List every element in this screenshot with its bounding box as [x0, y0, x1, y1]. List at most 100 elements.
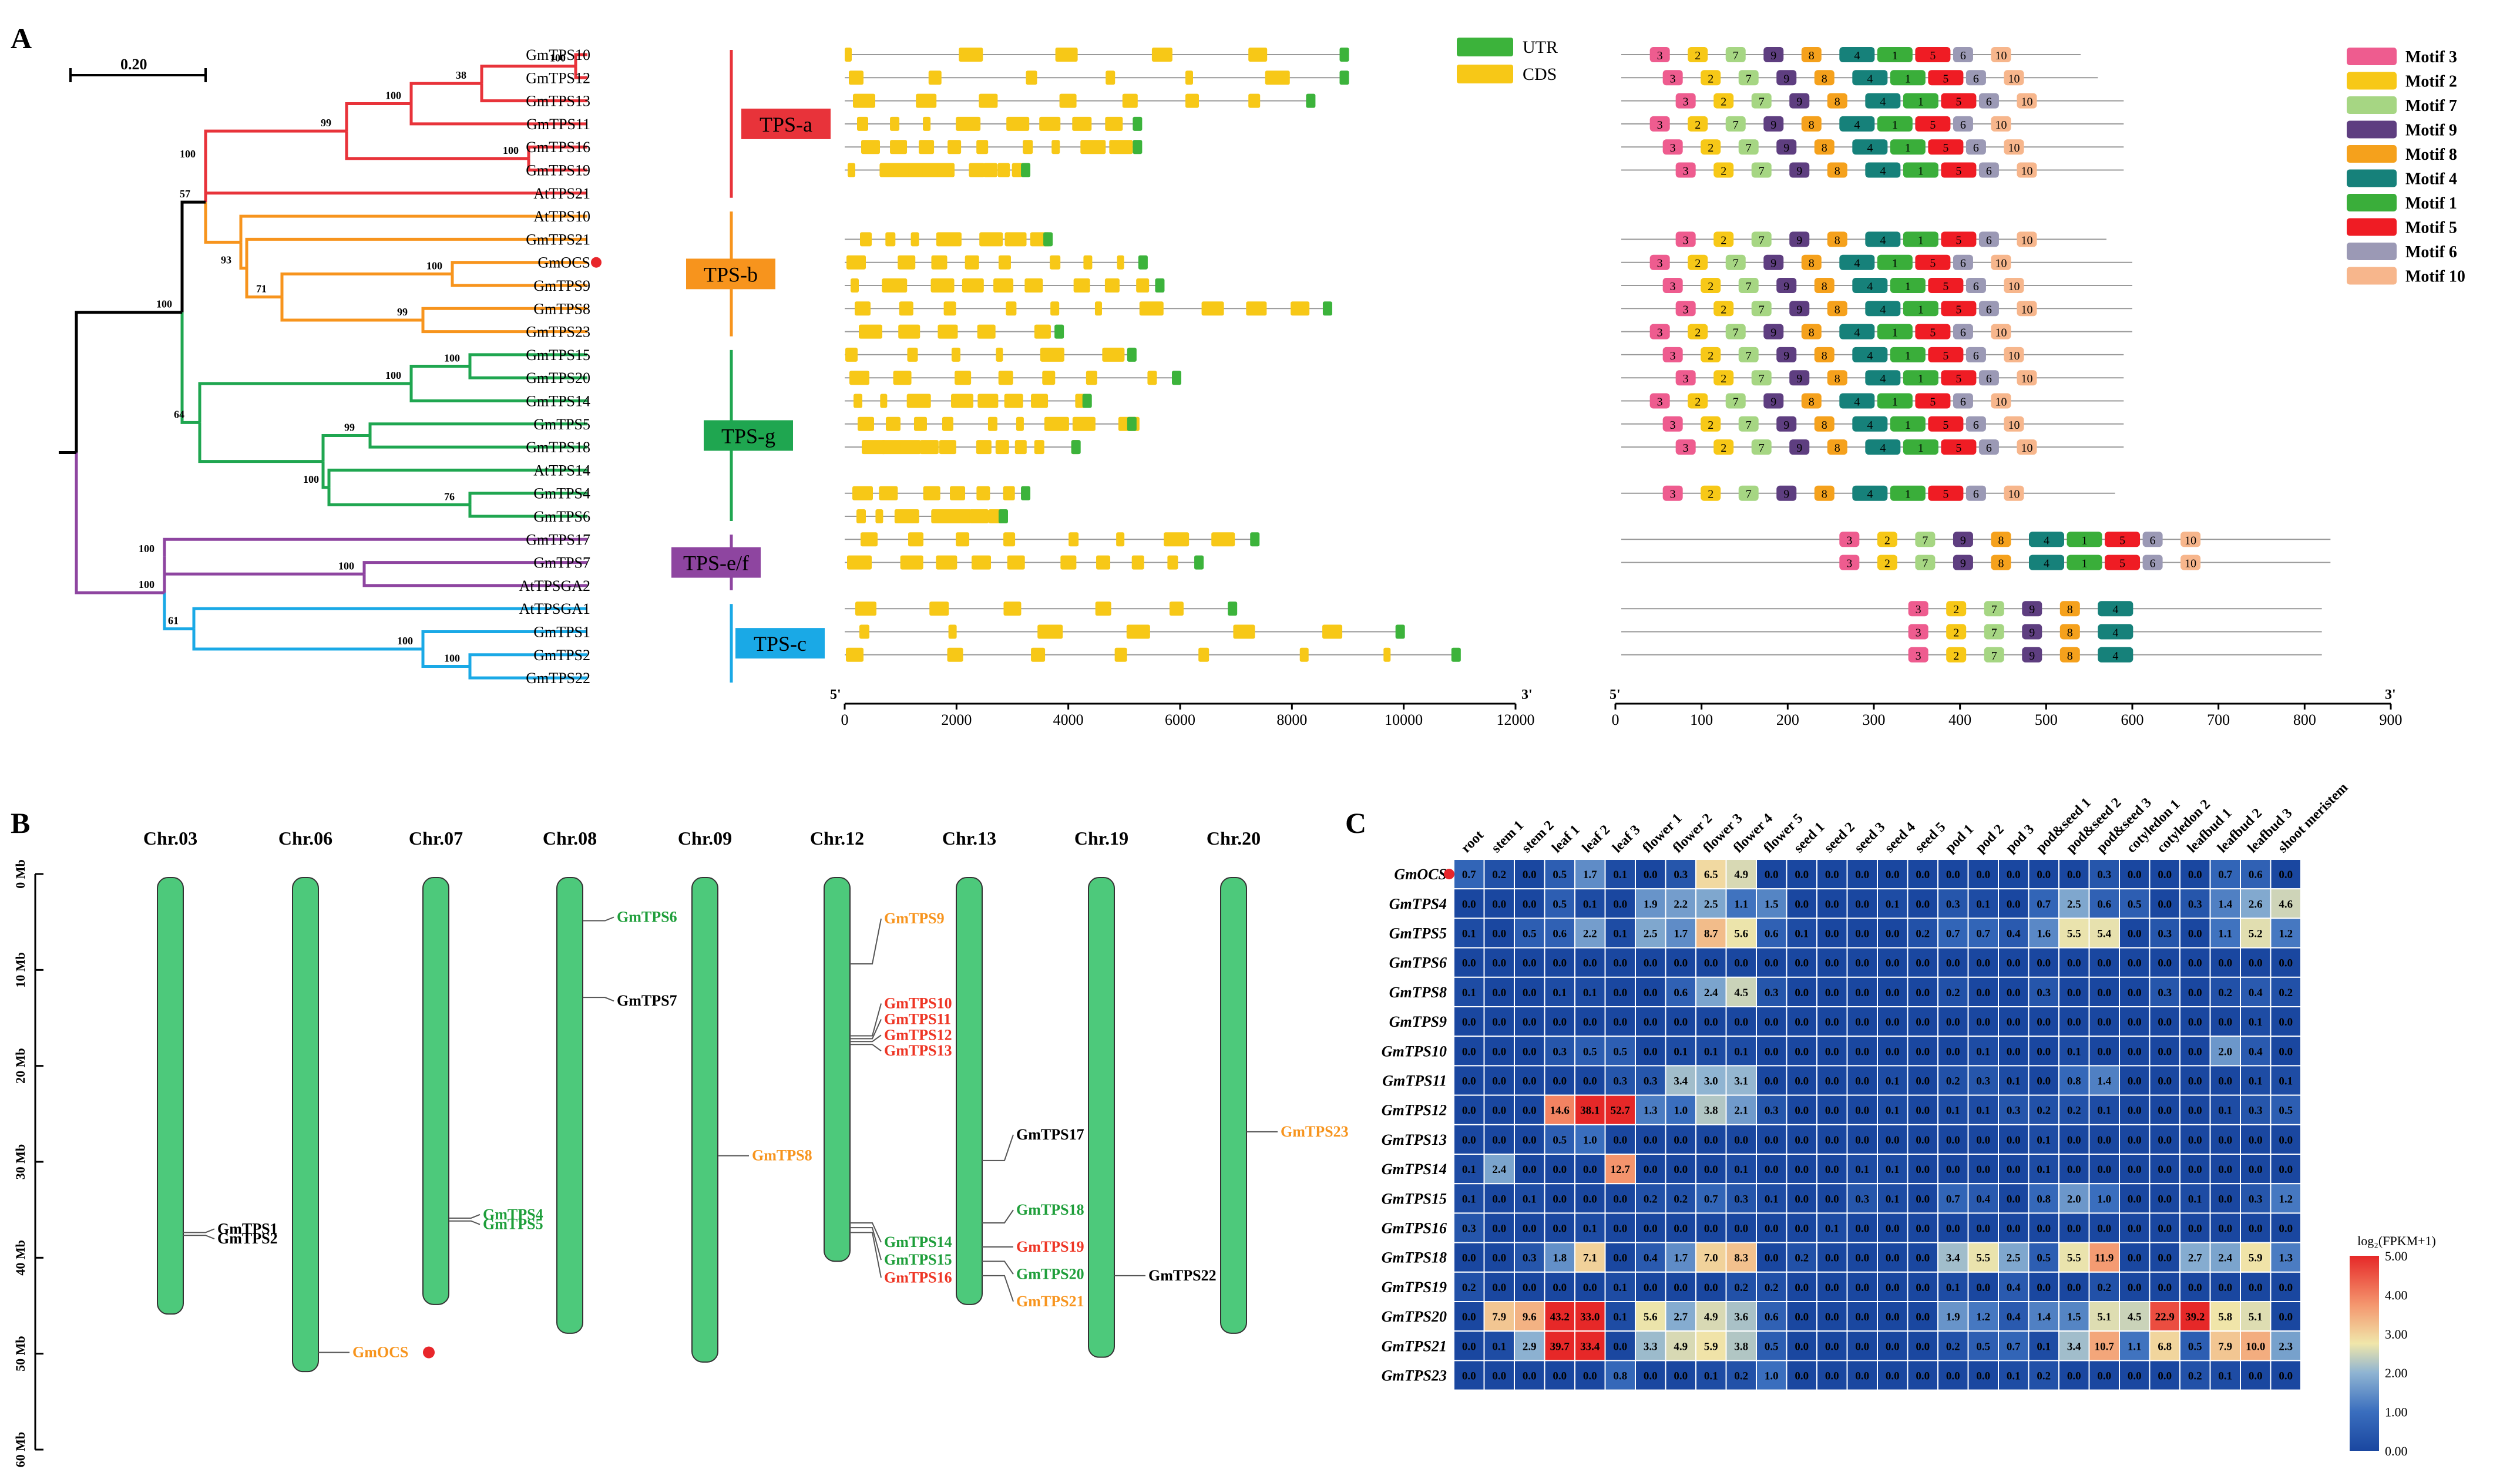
- motif-number: 5: [2119, 557, 2125, 570]
- heatmap-cell-value: 0.1: [1765, 1193, 1779, 1205]
- motif-number: 7: [1733, 119, 1739, 132]
- motif-number: 5: [1943, 488, 1948, 501]
- heatmap-cell-value: 0.0: [2007, 1046, 2021, 1058]
- heatmap-cell-value: 2.5: [1644, 928, 1658, 940]
- heatmap-cell: [2088, 1183, 2120, 1214]
- motif-box: [1852, 278, 1888, 293]
- gene-cds-exon: [983, 163, 997, 177]
- heatmap-cell-value: 0.3: [1976, 1075, 1990, 1088]
- motif-box: [1978, 301, 1999, 317]
- heatmap-cell-value: 0.1: [1613, 1282, 1627, 1294]
- heatmap-cell-value: 0.0: [1976, 1016, 1990, 1028]
- gene-cds-exon: [1299, 647, 1309, 662]
- heatmap-cell-value: 0.0: [2007, 957, 2021, 970]
- tree-branch: [480, 65, 576, 84]
- heatmap-cell-value: 0.7: [1976, 928, 1990, 940]
- heatmap-cell-value: 0.0: [1674, 1164, 1688, 1176]
- heatmap-cell-value: 0.0: [2037, 1282, 2051, 1294]
- heatmap-cell-value: 0.0: [1886, 957, 1900, 970]
- motif-box: [1763, 47, 1784, 62]
- tree-leaf-label: GmTPS15: [526, 347, 590, 364]
- colorbar-title: log₂(FPKM+1): [2357, 1233, 2436, 1248]
- motif-box: [1713, 93, 1734, 109]
- heatmap-cell-value: 0.0: [2128, 1016, 2142, 1028]
- heatmap-cell: [2179, 1006, 2211, 1037]
- bootstrap-value: 64: [174, 408, 184, 420]
- clade-label: TPS-e/f: [683, 552, 749, 575]
- heatmap-cell: [1846, 1006, 1878, 1037]
- heatmap-cell-value: 0.5: [1523, 928, 1537, 940]
- motif-box: [1908, 601, 1928, 617]
- heatmap-cell: [1756, 1271, 1787, 1303]
- heatmap-cell: [1544, 1006, 1575, 1037]
- heatmap-cell-value: 0.1: [1976, 1046, 1990, 1058]
- heatmap-cell: [2119, 947, 2151, 978]
- heatmap-cell: [1846, 1271, 1878, 1303]
- heatmap-cell-value: 0.0: [2128, 928, 2142, 940]
- heatmap-cell: [1998, 888, 2030, 919]
- motif-number: 5: [1943, 280, 1948, 293]
- clade-label: TPS-b: [704, 263, 758, 286]
- motif-box: [1839, 532, 1860, 547]
- heatmap-cell: [1756, 1006, 1787, 1037]
- colorbar-tick-label: 4.00: [2385, 1288, 2408, 1302]
- gene-cds-exon: [1095, 601, 1111, 616]
- heatmap-cell-value: 5.4: [2097, 928, 2111, 940]
- motif-number: 8: [1809, 257, 1815, 270]
- gene-utr: [1127, 416, 1137, 431]
- tree-leaf-label: AtTPS14: [533, 462, 590, 479]
- gene-utr: [1155, 278, 1165, 293]
- gene-cds-exon: [998, 255, 1011, 270]
- heatmap-cell: [2028, 1301, 2059, 1332]
- heatmap-cell-value: 1.2: [2279, 1193, 2293, 1205]
- heatmap-cell-value: 0.0: [1523, 1223, 1537, 1235]
- heatmap-cell-value: 0.0: [1644, 1046, 1658, 1058]
- gene-cds-exon: [1096, 555, 1111, 570]
- heatmap-cell-value: 0.0: [1553, 957, 1567, 970]
- heatmap-cell: [2058, 1065, 2090, 1096]
- heatmap-cell-value: 0.1: [1825, 1223, 1839, 1235]
- motif-number: 10: [2008, 72, 2020, 85]
- gene-locus-line: [183, 1235, 215, 1240]
- gene-cds-exon: [977, 324, 996, 339]
- motif-number: 2: [1708, 72, 1713, 85]
- motif-number: 5: [1930, 257, 1936, 270]
- heatmap-cell-value: 0.0: [1916, 1370, 1930, 1383]
- heatmap-cell-value: 0.0: [1734, 957, 1748, 970]
- motif-box: [1649, 116, 1670, 132]
- tree-branch: [321, 433, 370, 462]
- chromosome-bar: [422, 877, 449, 1305]
- heatmap-cell: [1725, 1242, 1757, 1273]
- heatmap-column-label: pod 2: [1973, 822, 2007, 856]
- heatmap-cell: [1665, 1212, 1696, 1243]
- heatmap-cell-value: 0.0: [2188, 1046, 2202, 1058]
- heatmap-cell: [1514, 1124, 1545, 1155]
- motif-box: [1751, 231, 1772, 247]
- bootstrap-value: 38: [456, 69, 466, 81]
- heatmap-cell-value: 0.0: [1886, 1223, 1900, 1235]
- gene-cds-exon: [849, 371, 869, 385]
- heatmap-row-label: GmTPS16: [1382, 1220, 1447, 1237]
- heatmap-cell-value: 0.0: [1855, 1016, 1869, 1028]
- gene-cds-exon: [955, 371, 972, 385]
- motif-box: [1965, 139, 1986, 155]
- chromosome-gene-label: GmTPS9: [884, 910, 945, 927]
- heatmap-cell-value: 33.4: [1580, 1340, 1600, 1353]
- gene-cds-exon: [1248, 93, 1261, 108]
- heatmap-cell-value: 0.0: [1523, 1164, 1537, 1176]
- motif-number: 9: [1960, 557, 1966, 570]
- heatmap-cell-value: 0.0: [1916, 1311, 1930, 1323]
- gene-cds-exon: [1014, 440, 1027, 455]
- motif-number: 7: [1759, 372, 1765, 385]
- heatmap-cell: [1756, 1301, 1787, 1332]
- heatmap-cell-value: 1.3: [1644, 1105, 1658, 1117]
- heatmap-cell-value: 0.3: [1523, 1252, 1537, 1265]
- heatmap-cell: [1514, 1036, 1545, 1067]
- heatmap-cell-value: 0.2: [1946, 987, 1960, 999]
- heatmap-cell-value: 0.5: [1976, 1340, 1990, 1353]
- heatmap-row-label: GmTPS19: [1382, 1279, 1447, 1296]
- tree-leaf-label: GmTPS21: [526, 231, 590, 248]
- heatmap-cell: [1998, 1183, 2030, 1214]
- heatmap-cell-value: 1.9: [1946, 1311, 1960, 1323]
- gene-cds-exon: [907, 347, 918, 362]
